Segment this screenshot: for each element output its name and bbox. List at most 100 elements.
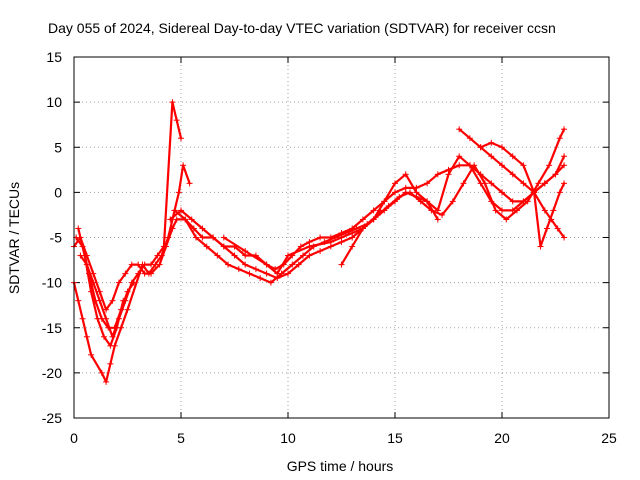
data-point: [178, 135, 184, 142]
data-point: [306, 252, 313, 259]
data-point: [503, 216, 510, 223]
data-point: [359, 216, 366, 223]
series-trace: [72, 128, 566, 383]
data-point: [359, 225, 366, 232]
data-point: [124, 306, 131, 313]
data-point: [524, 198, 531, 205]
data-point: [100, 333, 107, 340]
x-tick-label: 15: [387, 430, 403, 446]
data-point: [109, 333, 116, 340]
data-point: [349, 243, 356, 250]
data-point: [434, 216, 441, 223]
data-point: [186, 180, 193, 187]
data-point: [509, 153, 516, 160]
data-point: [370, 216, 377, 223]
data-point: [83, 261, 90, 268]
data-point: [531, 189, 538, 196]
x-tick-label: 5: [177, 430, 185, 446]
plot-frame: [73, 56, 610, 419]
y-tick-label: 0: [54, 184, 62, 200]
data-point: [115, 279, 122, 286]
data-point: [513, 207, 520, 214]
data-point: [285, 252, 291, 259]
data-point: [128, 261, 135, 268]
data-point: [327, 239, 334, 246]
data-point: [109, 297, 116, 304]
data-point: [285, 270, 291, 277]
y-tick-label: 5: [54, 139, 62, 155]
data-point: [203, 243, 210, 250]
data-point: [160, 243, 167, 250]
data-point: [165, 234, 172, 241]
y-tick-label: -15: [42, 320, 62, 336]
data-point: [297, 243, 304, 250]
data-point: [103, 306, 110, 313]
data-point: [561, 234, 568, 241]
data-point: [107, 360, 114, 367]
data-point: [252, 266, 259, 273]
data-point: [220, 234, 227, 241]
data-point: [456, 162, 463, 169]
data-point: [499, 189, 505, 196]
data-point: [488, 180, 495, 187]
data-point: [242, 248, 249, 255]
data-point: [98, 369, 105, 376]
data-point: [192, 234, 199, 241]
data-point: [460, 180, 467, 187]
data-point: [169, 99, 176, 106]
data-point: [417, 198, 424, 205]
data-point: [182, 216, 189, 223]
y-tick-label: 15: [46, 49, 62, 65]
y-tick-label: -5: [50, 230, 63, 246]
data-point: [552, 171, 559, 178]
data-point: [456, 126, 463, 133]
data-point: [413, 189, 420, 196]
data-point: [173, 117, 180, 124]
data-point: [178, 207, 184, 214]
data-point: [103, 378, 110, 385]
data-point: [306, 243, 313, 250]
data-point: [449, 198, 456, 205]
data-point: [543, 225, 550, 232]
data-point: [520, 162, 527, 169]
data-point: [263, 270, 270, 277]
series-track-2: [73, 153, 568, 331]
series-track-5: [77, 99, 568, 340]
data-point: [406, 189, 413, 196]
data-point: [338, 234, 345, 241]
x-tick-labels: 0 5 10 15 20 25: [70, 430, 617, 446]
data-point: [173, 216, 180, 223]
data-point: [148, 261, 155, 268]
data-point: [509, 171, 516, 178]
data-point: [128, 279, 135, 286]
data-point: [556, 189, 563, 196]
data-point: [550, 207, 557, 214]
data-point: [499, 144, 505, 151]
data-point: [499, 207, 505, 214]
data-point: [77, 252, 84, 259]
data-point: [115, 315, 122, 322]
data-point: [349, 229, 356, 236]
data-point: [96, 297, 103, 304]
data-point: [392, 189, 398, 196]
data-point: [235, 266, 242, 273]
data-point: [424, 180, 431, 187]
x-tick-label: 0: [70, 430, 78, 446]
data-point: [295, 261, 302, 268]
data-point: [424, 198, 431, 205]
data-point: [381, 198, 388, 205]
y-tick-labels: -25 -20 -15 -10 -5 0 5 10 15: [42, 49, 62, 426]
data-point: [561, 162, 568, 169]
data-point: [246, 270, 253, 277]
data-point: [210, 234, 217, 241]
data-point: [492, 207, 499, 214]
data-point: [439, 211, 446, 218]
data-point: [188, 216, 195, 223]
data-point: [75, 297, 82, 304]
data-point: [111, 342, 118, 349]
y-tick-label: 10: [46, 94, 62, 110]
data-point: [274, 270, 281, 277]
data-point: [75, 225, 82, 232]
data-point: [499, 162, 505, 169]
